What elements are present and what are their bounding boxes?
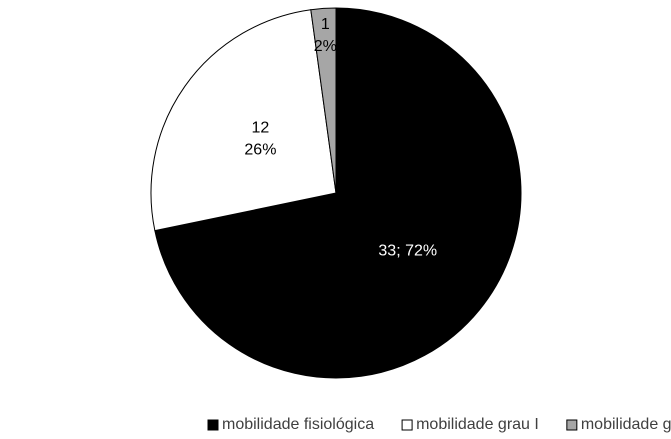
legend-label: mobilidade grau II (581, 416, 671, 433)
data-label-line: 26% (244, 142, 276, 159)
data-label: 33; 72% (378, 243, 437, 260)
pie-slice (154, 7, 522, 379)
data-label: 1 2% (314, 16, 337, 55)
data-label-line: 1 (321, 16, 330, 33)
pie-slice (150, 9, 337, 232)
pie-slice (310, 7, 337, 194)
legend-label: mobilidade fisiológica (222, 416, 374, 433)
legend-swatch (401, 419, 413, 431)
data-label-line: 33; 72% (378, 243, 437, 260)
legend-swatch (566, 419, 578, 431)
legend-label: mobilidade grau I (416, 416, 539, 433)
data-label-line: 2% (314, 38, 337, 55)
data-label-line: 12 (252, 120, 270, 137)
data-label: 12 26% (244, 120, 276, 159)
legend-swatch (207, 419, 219, 431)
